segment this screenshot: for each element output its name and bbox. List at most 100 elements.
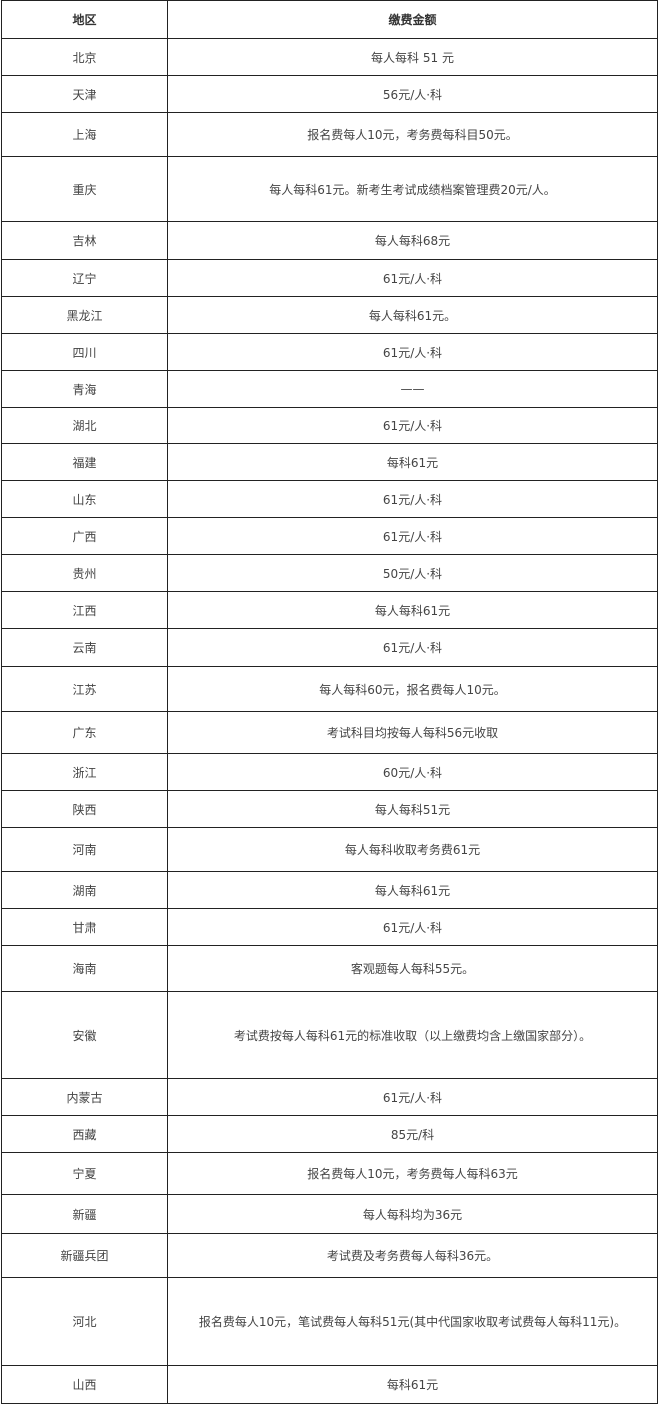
fee-cell: 61元/人·科 <box>167 259 658 297</box>
table-row: 黑龙江 每人每科61元。 <box>1 296 658 334</box>
region-cell: 贵州 <box>1 554 168 592</box>
region-cell: 新疆 <box>1 1194 168 1234</box>
fee-cell: 61元/人·科 <box>167 1078 658 1116</box>
region-cell: 吉林 <box>1 221 168 260</box>
table-row: 浙江 60元/人·科 <box>1 753 658 791</box>
fee-cell: 56元/人·科 <box>167 75 658 113</box>
table-row: 青海 —— <box>1 370 658 408</box>
table-row: 上海 报名费每人10元，考务费每科目50元。 <box>1 112 658 157</box>
fee-cell: 61元/人·科 <box>167 333 658 371</box>
fee-cell: 61元/人·科 <box>167 908 658 946</box>
table-row: 内蒙古 61元/人·科 <box>1 1078 658 1116</box>
table-row: 陕西 每人每科51元 <box>1 790 658 828</box>
region-cell: 辽宁 <box>1 259 168 297</box>
region-cell: 福建 <box>1 443 168 481</box>
table-row: 甘肃 61元/人·科 <box>1 908 658 946</box>
region-cell: 山东 <box>1 480 168 518</box>
region-cell: 宁夏 <box>1 1152 168 1195</box>
table-row: 江西 每人每科61元 <box>1 591 658 629</box>
table-row: 湖北 61元/人·科 <box>1 407 658 444</box>
table-row: 四川 61元/人·科 <box>1 333 658 371</box>
region-cell: 甘肃 <box>1 908 168 946</box>
table-row: 山西 每科61元 <box>1 1365 658 1404</box>
region-cell: 上海 <box>1 112 168 157</box>
table-row: 福建 每科61元 <box>1 443 658 481</box>
region-cell: 西藏 <box>1 1115 168 1153</box>
fee-cell: 每人每科 51 元 <box>167 38 658 76</box>
fee-cell: 每人每科61元。 <box>167 296 658 334</box>
table-row: 湖南 每人每科61元 <box>1 871 658 909</box>
header-row: 地区 缴费金额 <box>1 0 658 39</box>
region-cell: 陕西 <box>1 790 168 828</box>
region-cell: 江苏 <box>1 666 168 712</box>
region-cell: 广西 <box>1 517 168 555</box>
region-cell: 四川 <box>1 333 168 371</box>
fee-cell: 每人每科60元，报名费每人10元。 <box>167 666 658 712</box>
fee-cell: —— <box>167 370 658 408</box>
fee-cell: 每人每科68元 <box>167 221 658 260</box>
table-row: 天津 56元/人·科 <box>1 75 658 113</box>
fee-cell: 报名费每人10元，考务费每人每科63元 <box>167 1152 658 1195</box>
header-region: 地区 <box>1 0 168 39</box>
fee-cell: 每科61元 <box>167 443 658 481</box>
header-fee: 缴费金额 <box>167 0 658 39</box>
table-row: 云南 61元/人·科 <box>1 628 658 667</box>
region-cell: 山西 <box>1 1365 168 1404</box>
region-cell: 浙江 <box>1 753 168 791</box>
region-cell: 北京 <box>1 38 168 76</box>
fee-cell: 每人每科61元。新考生考试成绩档案管理费20元/人。 <box>167 156 658 222</box>
region-cell: 江西 <box>1 591 168 629</box>
fee-cell: 每人每科均为36元 <box>167 1194 658 1234</box>
fee-cell: 61元/人·科 <box>167 517 658 555</box>
region-cell: 青海 <box>1 370 168 408</box>
fee-cell: 61元/人·科 <box>167 480 658 518</box>
fee-cell: 考试科目均按每人每科56元收取 <box>167 711 658 754</box>
table-row: 贵州 50元/人·科 <box>1 554 658 592</box>
table-row: 安徽 考试费按每人每科61元的标准收取（以上缴费均含上缴国家部分）。 <box>1 991 658 1079</box>
table-row: 广西 61元/人·科 <box>1 517 658 555</box>
table-row: 新疆 每人每科均为36元 <box>1 1194 658 1234</box>
table-row: 重庆 每人每科61元。新考生考试成绩档案管理费20元/人。 <box>1 156 658 222</box>
region-cell: 内蒙古 <box>1 1078 168 1116</box>
region-cell: 新疆兵团 <box>1 1233 168 1278</box>
fee-cell: 报名费每人10元，笔试费每人每科51元(其中代国家收取考试费每人每科11元)。 <box>167 1277 658 1366</box>
region-cell: 河北 <box>1 1277 168 1366</box>
table-row: 河南 每人每科收取考务费61元 <box>1 827 658 872</box>
region-cell: 云南 <box>1 628 168 667</box>
table-row: 海南 客观题每人每科55元。 <box>1 945 658 992</box>
fee-cell: 61元/人·科 <box>167 407 658 444</box>
fee-cell: 考试费及考务费每人每科36元。 <box>167 1233 658 1278</box>
region-cell: 河南 <box>1 827 168 872</box>
region-cell: 重庆 <box>1 156 168 222</box>
fee-cell: 每人每科收取考务费61元 <box>167 827 658 872</box>
fee-cell: 报名费每人10元，考务费每科目50元。 <box>167 112 658 157</box>
region-cell: 海南 <box>1 945 168 992</box>
table-row: 新疆兵团 考试费及考务费每人每科36元。 <box>1 1233 658 1278</box>
fee-cell: 85元/科 <box>167 1115 658 1153</box>
table-row: 宁夏 报名费每人10元，考务费每人每科63元 <box>1 1152 658 1195</box>
fee-cell: 50元/人·科 <box>167 554 658 592</box>
table-row: 江苏 每人每科60元，报名费每人10元。 <box>1 666 658 712</box>
region-cell: 湖北 <box>1 407 168 444</box>
table-row: 广东 考试科目均按每人每科56元收取 <box>1 711 658 754</box>
region-cell: 天津 <box>1 75 168 113</box>
region-cell: 湖南 <box>1 871 168 909</box>
region-cell: 广东 <box>1 711 168 754</box>
fee-cell: 每科61元 <box>167 1365 658 1404</box>
fee-cell: 客观题每人每科55元。 <box>167 945 658 992</box>
fee-cell: 每人每科61元 <box>167 871 658 909</box>
fee-cell: 每人每科51元 <box>167 790 658 828</box>
region-cell: 黑龙江 <box>1 296 168 334</box>
table-row: 吉林 每人每科68元 <box>1 221 658 260</box>
fee-cell: 61元/人·科 <box>167 628 658 667</box>
fee-cell: 60元/人·科 <box>167 753 658 791</box>
region-cell: 安徽 <box>1 991 168 1079</box>
table-row: 河北 报名费每人10元，笔试费每人每科51元(其中代国家收取考试费每人每科11元)… <box>1 1277 658 1366</box>
fee-cell: 每人每科61元 <box>167 591 658 629</box>
table-row: 北京 每人每科 51 元 <box>1 38 658 76</box>
table-row: 山东 61元/人·科 <box>1 480 658 518</box>
table-row: 西藏 85元/科 <box>1 1115 658 1153</box>
table-row: 辽宁 61元/人·科 <box>1 259 658 297</box>
fee-cell: 考试费按每人每科61元的标准收取（以上缴费均含上缴国家部分）。 <box>167 991 658 1079</box>
